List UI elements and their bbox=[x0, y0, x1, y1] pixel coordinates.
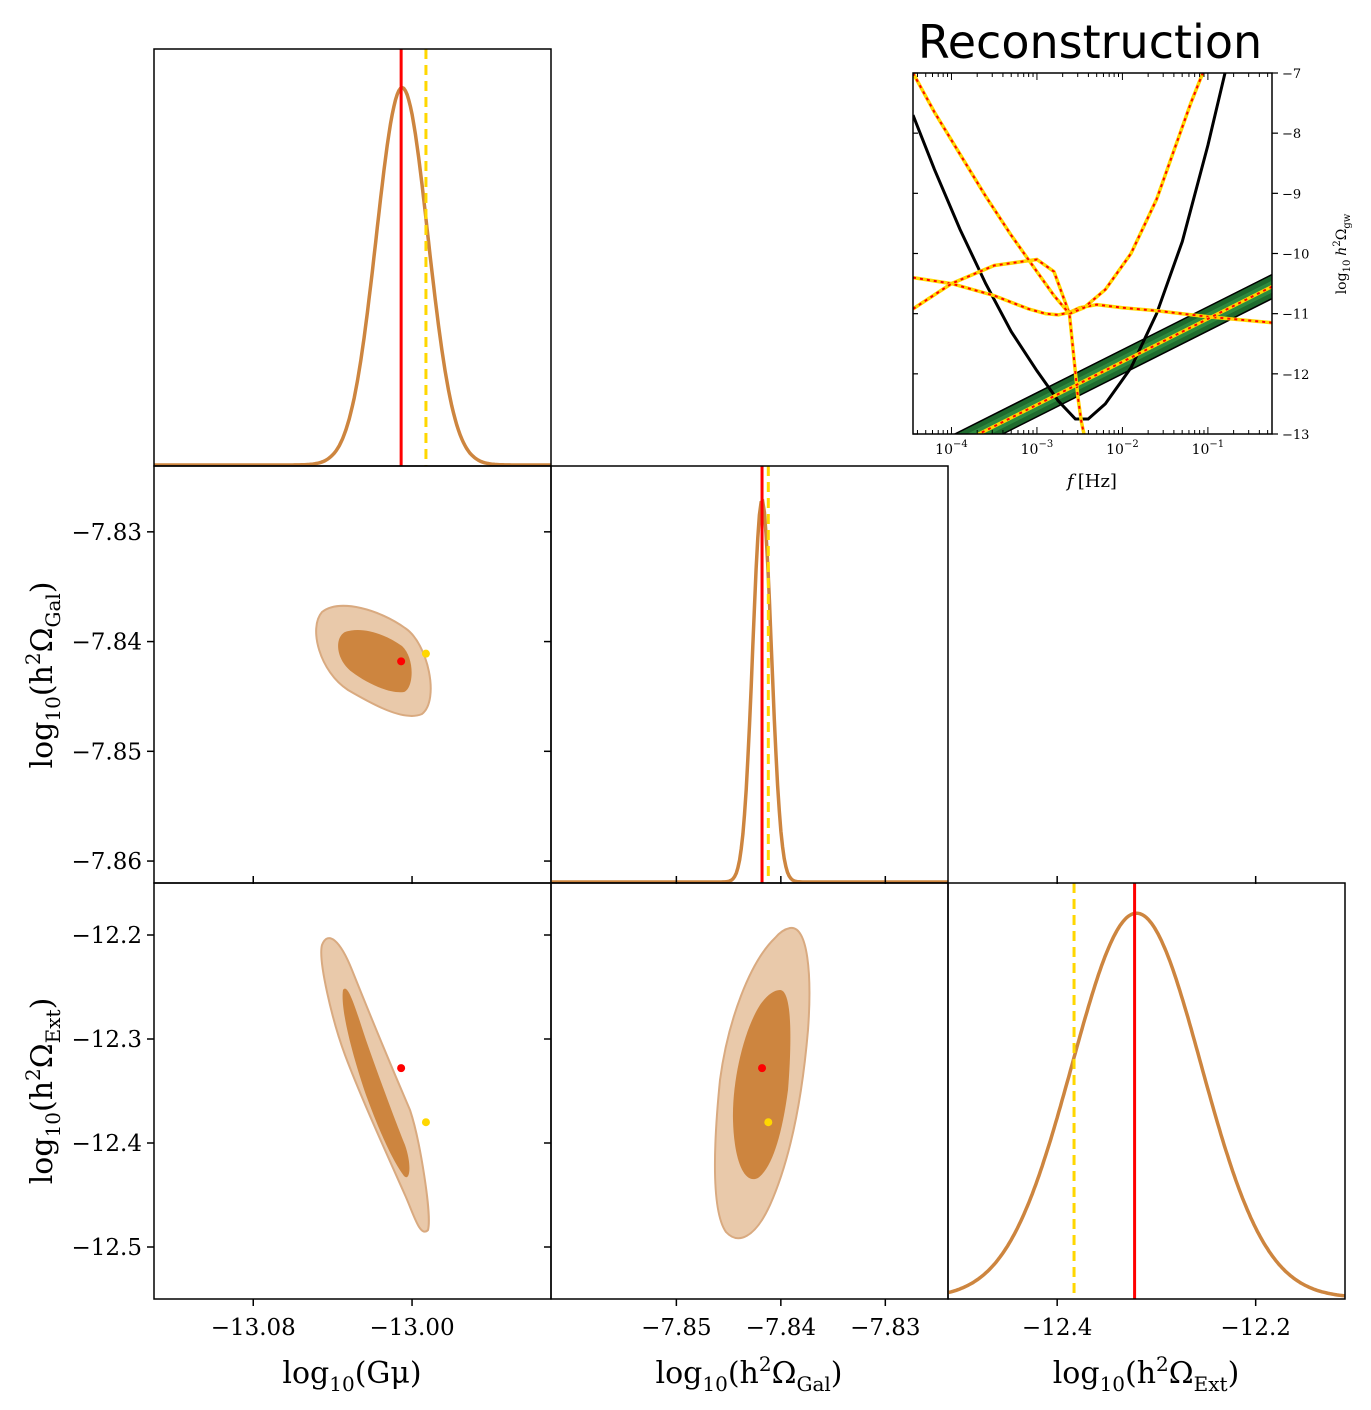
xtick-label: −7.83 bbox=[850, 1315, 920, 1341]
xlabel-gmu: log10(Gμ) bbox=[282, 1356, 421, 1396]
xlabel-ext: log10(h2ΩExt) bbox=[1053, 1352, 1240, 1396]
rec-xtick-label: 10−3 bbox=[1021, 439, 1054, 458]
yticks-gal: −7.83 −7.84 −7.85 −7.86 bbox=[72, 520, 551, 875]
ylabel-gal: log10(h2ΩGal) bbox=[21, 582, 65, 769]
xtick-label: −12.2 bbox=[1220, 1315, 1290, 1341]
panel-reconstruction: Reconstruction −7−8−9−10−11−12−13 10−4 10… bbox=[912, 15, 1353, 492]
injected-point-gal-ext bbox=[764, 1118, 773, 1127]
panel-marginal-ext: −12.4 −12.2 log10(h2ΩExt) bbox=[947, 876, 1346, 1396]
posterior-curve-ext bbox=[948, 911, 1345, 1298]
ytick-label: −12.3 bbox=[72, 1027, 142, 1053]
xlabel-gal: log10(h2ΩGal) bbox=[656, 1352, 843, 1396]
rec-ytick-label: −13 bbox=[1282, 428, 1309, 443]
reconstruction-line-extragalactic bbox=[974, 285, 1272, 434]
posterior-curve-gal bbox=[551, 498, 948, 883]
rec-ytick-label: −8 bbox=[1282, 127, 1301, 142]
posterior-curve-gmu bbox=[154, 85, 551, 466]
reconstruction-line-galactic bbox=[913, 257, 1086, 434]
ytick-label: −12.4 bbox=[72, 1131, 142, 1157]
xticks-gal: −7.85 −7.84 −7.83 bbox=[641, 876, 921, 1341]
ytick-label: −12.2 bbox=[72, 923, 142, 949]
svg-text:log10h2Ωgw: log10h2Ωgw bbox=[1332, 213, 1353, 294]
xtick-label: −13.08 bbox=[211, 1315, 296, 1341]
ytick-label: −7.85 bbox=[72, 739, 142, 765]
rec-ytick-label: −9 bbox=[1282, 187, 1301, 202]
contour-inner-gal-ext bbox=[732, 990, 791, 1180]
panel-frame-3 bbox=[550, 465, 949, 884]
sensitivity-curve bbox=[913, 73, 1227, 421]
xticks-gmu: −13.08 −13.00 bbox=[211, 876, 455, 1341]
reconstruction-xlabel: f [Hz] bbox=[1065, 471, 1117, 492]
reconstruction-line-foreground-fall bbox=[913, 73, 1071, 315]
reconstructed-spectra bbox=[913, 73, 1272, 434]
reconstruction-line-foreground-rise bbox=[1068, 73, 1205, 316]
ytick-label: −7.83 bbox=[72, 520, 142, 546]
svg-text:log10(h2ΩExt): log10(h2ΩExt) bbox=[21, 998, 65, 1185]
panel-joint-gmu-ext: −12.2 −12.3 −12.4 −12.5 −13.08 −13.00 log10(… bbox=[21, 876, 552, 1396]
truth-point-gmu-ext bbox=[397, 1064, 406, 1073]
truth-point-gmu-gal bbox=[397, 657, 406, 666]
xtick-label: −7.85 bbox=[641, 1315, 711, 1341]
extragalactic-band-edge-lower bbox=[1001, 297, 1272, 434]
panel-joint-gal-ext: −7.85 −7.84 −7.83 log10(h2ΩGal) bbox=[550, 876, 949, 1396]
rec-xtick-label: 10−2 bbox=[1106, 439, 1139, 458]
rec-xtick-label: 10−4 bbox=[935, 439, 968, 458]
xtick-label: −7.84 bbox=[746, 1315, 816, 1341]
xtick-label: −12.4 bbox=[1022, 1315, 1092, 1341]
panel-frame-4 bbox=[153, 882, 552, 1300]
truth-point-gal-ext bbox=[758, 1064, 767, 1073]
injected-point-gmu-gal bbox=[421, 649, 430, 658]
reconstruction-title: Reconstruction bbox=[918, 15, 1262, 69]
reconstruction-xticks: 10−4 10−3 10−2 10−1 bbox=[916, 73, 1269, 458]
panel-frame-6 bbox=[947, 882, 1346, 1300]
svg-text:log10(h2ΩGal): log10(h2ΩGal) bbox=[21, 582, 65, 769]
xtick-label: −13.00 bbox=[369, 1315, 454, 1341]
ylabel-ext: log10(h2ΩExt) bbox=[21, 998, 65, 1185]
reconstruction-truth-foreground-rise bbox=[1069, 73, 1204, 315]
reconstruction-yticks: −7 −8 −9 −10 −11 −12 −13 bbox=[913, 67, 1309, 443]
xticks-ext: −12.4 −12.2 bbox=[1022, 876, 1291, 1341]
reconstruction-ylabel: log10h2Ωgw bbox=[1332, 213, 1353, 294]
yticks-ext: −12.2 −12.3 −12.4 −12.5 bbox=[72, 923, 551, 1261]
reconstruction-truth-foreground-fall bbox=[913, 73, 1071, 315]
rec-ytick-label: −7 bbox=[1282, 67, 1301, 82]
contour-inner-gmu-gal bbox=[338, 629, 412, 693]
rec-ytick-label: −11 bbox=[1282, 308, 1309, 323]
injected-point-gmu-ext bbox=[421, 1118, 430, 1127]
panel-marginal-gmu bbox=[153, 48, 552, 467]
panel-marginal-gal bbox=[550, 465, 949, 884]
rec-xtick-label: 10−1 bbox=[1192, 439, 1225, 458]
ytick-label: −7.86 bbox=[72, 849, 142, 875]
extragalactic-band-inner bbox=[966, 280, 1272, 434]
contour-inner-gmu-ext bbox=[342, 988, 410, 1178]
panel-joint-gmu-gal: −7.83 −7.84 −7.85 −7.86 log10(h2ΩGal) bbox=[21, 465, 552, 884]
rec-ytick-label: −12 bbox=[1282, 368, 1309, 383]
ytick-label: −7.84 bbox=[72, 630, 142, 656]
rec-ytick-label: −10 bbox=[1282, 248, 1309, 263]
ytick-label: −12.5 bbox=[72, 1235, 142, 1261]
extragalactic-band-edge-upper bbox=[953, 273, 1272, 434]
